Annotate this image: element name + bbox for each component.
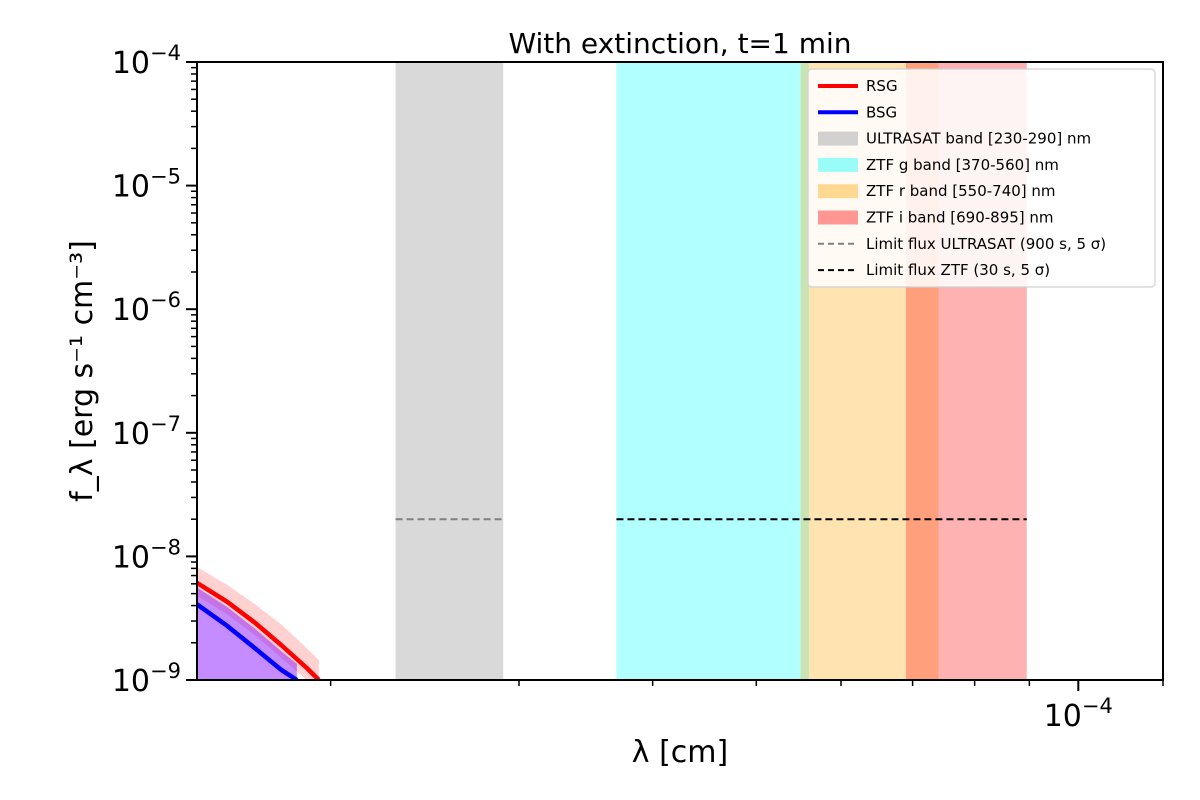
y-tick-label: 10−6	[112, 288, 181, 328]
band-ultrasat-band-230-290-nm	[395, 62, 504, 680]
series-line-rsg	[197, 580, 321, 680]
series-line-bsg	[197, 602, 299, 680]
legend-swatch-ztf-g-band-370-560-nm	[818, 157, 858, 172]
legend-label-ultrasat-band-230-290-nm: ULTRASAT band [230-290] nm	[866, 130, 1091, 148]
series-layer	[197, 567, 321, 680]
legend-label-limit-flux-ztf-30-s-5: Limit flux ZTF (30 s, 5 σ)	[866, 261, 1050, 279]
band-ztf-g-band-370-560-nm	[616, 62, 809, 680]
series-band-bsg	[197, 587, 297, 680]
legend-swatch-ztf-r-band-550-740-nm	[818, 184, 858, 199]
legend-label-bsg: BSG	[866, 103, 897, 121]
legend-items: RSG BSG ULTRASAT band [230-290] nm ZTF g ba…	[818, 77, 1106, 279]
y-tick-label: 10−7	[112, 412, 181, 452]
legend-label-ztf-i-band-690-895-nm: ZTF i band [690-895] nm	[866, 209, 1054, 227]
y-tick-label: 10−5	[112, 165, 181, 205]
legend-label-ztf-r-band-550-740-nm: ZTF r band [550-740] nm	[866, 182, 1056, 200]
chart-title: With extinction, t=1 min	[508, 27, 851, 60]
legend-swatch-ultrasat-band-230-290-nm	[818, 131, 858, 146]
legend-swatch-ztf-i-band-690-895-nm	[818, 210, 858, 225]
legend-label-limit-flux-ultrasat-900-s-5: Limit flux ULTRASAT (900 s, 5 σ)	[866, 235, 1106, 253]
plot-frame	[196, 61, 1164, 681]
y-tick-label: 10−8	[112, 535, 181, 575]
legend-label-rsg: RSG	[866, 77, 898, 95]
y-tick-label: 10−9	[112, 659, 181, 699]
legend: RSG BSG ULTRASAT band [230-290] nm ZTF g ba…	[807, 68, 1156, 288]
legend-frame	[807, 68, 1156, 288]
x-axis-label: λ [cm]	[632, 735, 728, 770]
y-axis: 10−4 10−5 10−6 10−7 10−8 10−9	[112, 41, 197, 699]
y-tick-label: 10−4	[112, 41, 181, 81]
y-axis-label: f_λ [erg s⁻¹ cm⁻³]	[65, 240, 100, 502]
x-tick-label: 10−4	[1044, 694, 1113, 734]
x-axis: 10−4	[329, 680, 1164, 734]
legend-label-ztf-g-band-370-560-nm: ZTF g band [370-560] nm	[866, 156, 1059, 174]
